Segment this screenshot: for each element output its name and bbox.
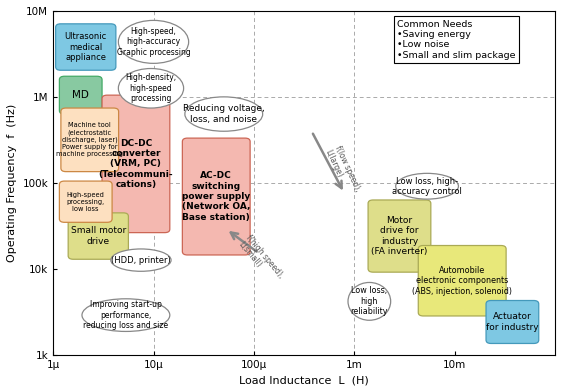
Text: Machine tool
(electrostatic
discharge, laser)
Power supply for
machine processin: Machine tool (electrostatic discharge, l… [56,122,123,157]
Text: (HDD, printer): (HDD, printer) [111,256,171,265]
Text: AC-DC
switching
power supply
(Network OA,
Base station): AC-DC switching power supply (Network OA… [182,171,251,222]
Ellipse shape [348,283,391,320]
Ellipse shape [82,299,170,332]
Y-axis label: Operating Frequency  f  (Hz): Operating Frequency f (Hz) [7,103,17,262]
Text: Actuator
for industry: Actuator for industry [486,312,539,332]
FancyBboxPatch shape [418,245,506,316]
FancyBboxPatch shape [60,181,112,222]
Text: Low loss,
high
reliability: Low loss, high reliability [351,287,388,316]
Ellipse shape [119,20,189,64]
Text: Small motor
drive: Small motor drive [71,226,126,246]
Text: Motor
drive for
industry
(FA inverter): Motor drive for industry (FA inverter) [371,216,428,256]
FancyBboxPatch shape [61,108,119,172]
Text: Common Needs
•Saving energy
•Low noise
•Small and slim package: Common Needs •Saving energy •Low noise •… [397,20,515,60]
FancyBboxPatch shape [56,24,116,70]
FancyBboxPatch shape [102,95,170,232]
Text: Reducing voltage,
loss, and noise: Reducing voltage, loss, and noise [183,104,265,124]
FancyBboxPatch shape [368,200,431,272]
FancyBboxPatch shape [68,213,128,259]
FancyBboxPatch shape [486,301,539,343]
Text: Ultrasonic
medical
appliance: Ultrasonic medical appliance [65,32,107,62]
FancyBboxPatch shape [182,138,250,255]
Text: Low loss, high-
accuracy control: Low loss, high- accuracy control [392,176,462,196]
Ellipse shape [396,173,459,199]
Text: Improving start-up
performance,
reducing loss and size: Improving start-up performance, reducing… [83,300,169,330]
Text: Automobile
electronic components
(ABS, injection, solenoid): Automobile electronic components (ABS, i… [412,266,512,296]
Text: f(low speed),
L(large): f(low speed), L(large) [323,144,362,197]
Text: DC-DC
converter
(VRM, PC)
(Telecommuni-
cations): DC-DC converter (VRM, PC) (Telecommuni- … [98,139,173,189]
Ellipse shape [185,97,262,131]
Text: f(high speed),
L(small): f(high speed), L(small) [236,234,285,287]
FancyBboxPatch shape [60,76,102,114]
Ellipse shape [119,69,184,108]
X-axis label: Load Inductance  L  (H): Load Inductance L (H) [239,375,369,385]
Ellipse shape [111,249,171,271]
Text: High-speed
processing,
low loss: High-speed processing, low loss [67,192,105,212]
Text: MD: MD [72,90,89,100]
Text: High-speed,
high-accuracy
Graphic processing: High-speed, high-accuracy Graphic proces… [117,27,191,57]
Text: High-density,
high-speed
processing: High-density, high-speed processing [125,73,176,103]
